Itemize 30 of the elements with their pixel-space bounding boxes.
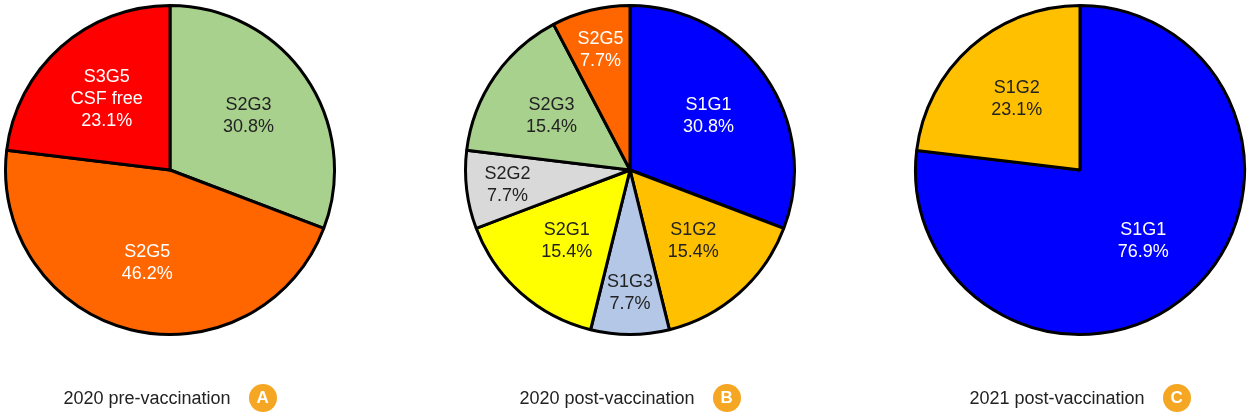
slice-label: S1G1 [1120,219,1167,240]
data-label: 7.7% [487,184,529,205]
slice-label: S1G2 [670,219,717,240]
data-label: 23.1% [991,98,1043,119]
slice-label: S1G3 [606,271,654,292]
data-label: 15.4% [541,241,593,262]
text: C [1162,384,1191,412]
data-label: 30.8% [683,115,735,136]
data-label: 30.8% [223,115,275,136]
data-label: 15.4% [667,241,719,262]
slice-label: S2G2 [484,162,531,183]
slice-label: S2G1 [543,219,590,240]
text: B [712,384,741,412]
data-label: 7.7% [579,50,621,71]
slice-label: S2G3 [528,93,575,114]
text: 2020 pre-vaccination [63,387,231,409]
data-label: 46.2% [121,262,173,283]
slice-label: S1G2 [993,76,1040,97]
data-label: 15.4% [525,115,577,136]
slice-label: S2G5 [124,240,171,261]
text: A [248,384,277,412]
data-label: 7.7% [609,293,651,314]
text: 2020 post-vaccination [519,387,695,409]
slice-label: S1G1 [685,93,732,114]
slice-label: S2G3 [225,93,272,114]
data-label: 76.9% [1117,241,1169,262]
text: 2021 post-vaccination [969,387,1145,409]
data-label: 23.1% [81,109,133,130]
slice-label: S2G5 [577,28,624,49]
slice-label: S3G5 CSF free [70,65,143,108]
